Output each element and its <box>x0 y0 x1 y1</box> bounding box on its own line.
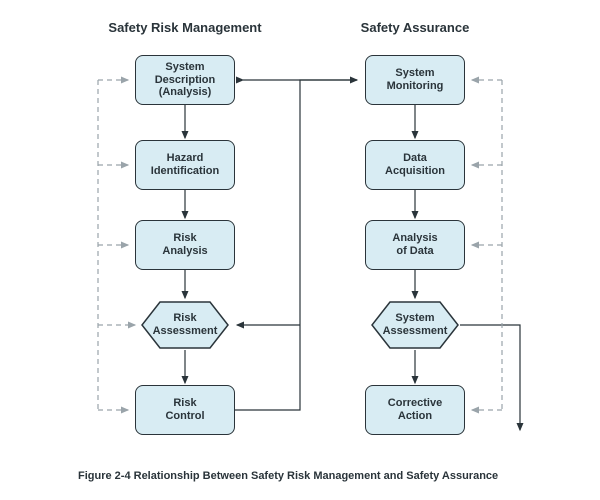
node-corrective-action: Corrective Action <box>365 385 465 435</box>
arrows-layer <box>0 0 600 500</box>
figure-caption: Figure 2-4 Relationship Between Safety R… <box>78 470 498 482</box>
right-column-title: Safety Assurance <box>335 20 495 35</box>
left-column-title: Safety Risk Management <box>105 20 265 35</box>
flowchart-canvas: { "layout": { "width": 600, "height": 50… <box>0 0 600 500</box>
node-analysis-of-data: Analysis of Data <box>365 220 465 270</box>
node-risk-assessment: Risk Assessment <box>140 300 230 350</box>
node-data-acquisition: Data Acquisition <box>365 140 465 190</box>
node-system-monitoring: System Monitoring <box>365 55 465 105</box>
node-risk-analysis: Risk Analysis <box>135 220 235 270</box>
node-system-assessment: System Assessment <box>370 300 460 350</box>
node-risk-assessment-label: Risk Assessment <box>140 300 230 350</box>
node-system-description: System Description (Analysis) <box>135 55 235 105</box>
node-hazard-identification: Hazard Identification <box>135 140 235 190</box>
node-risk-control: Risk Control <box>135 385 235 435</box>
node-system-assessment-label: System Assessment <box>370 300 460 350</box>
